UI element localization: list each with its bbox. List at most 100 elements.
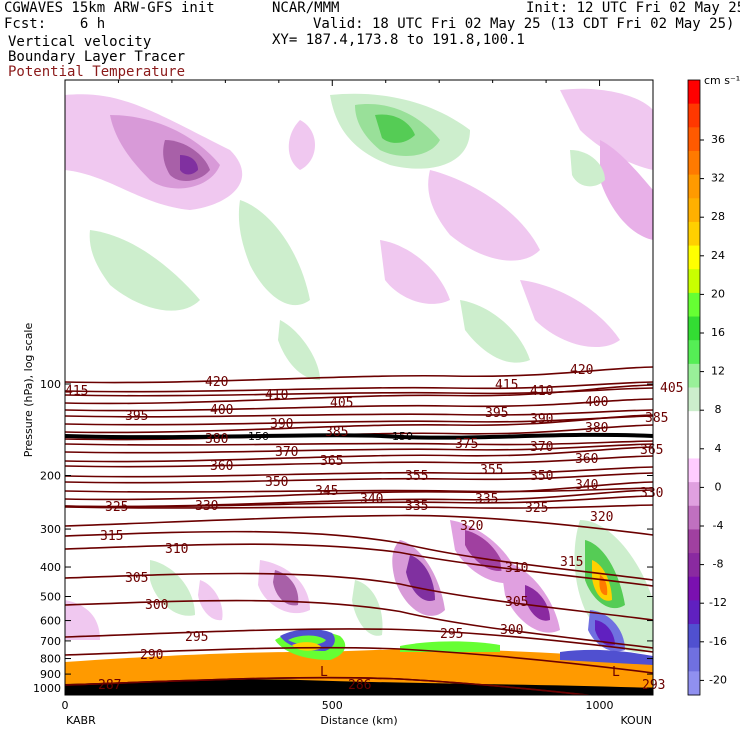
theta-contour-360 xyxy=(65,455,653,468)
theta-label-415: 415 xyxy=(65,384,88,399)
colorbar-tick-label: -16 xyxy=(709,635,727,648)
theta-contour-325 xyxy=(65,504,653,509)
theta-label-315: 315 xyxy=(560,555,583,570)
x-axis: 0 500 1000 xyxy=(62,80,614,712)
colorbar-swatch xyxy=(688,150,700,176)
theta-label-325: 325 xyxy=(105,500,128,515)
theta-contour-295 xyxy=(65,628,653,653)
theta-contour-290 xyxy=(65,646,653,674)
colorbar-frame xyxy=(687,79,701,696)
colorbar-tick-label: 16 xyxy=(711,326,725,339)
potential-temperature-contours xyxy=(65,366,653,695)
theta-label-315: 315 xyxy=(100,529,123,544)
institution: NCAR/MMM xyxy=(272,0,340,16)
y-tick-label: 400 xyxy=(40,561,61,574)
x-tick-label: 0 xyxy=(62,699,69,712)
forecast-hour: Fcst: 6 h xyxy=(4,16,106,32)
y-axis-label: Pressure (hPa), log scale xyxy=(22,323,35,458)
colorbar-swatch xyxy=(688,505,700,530)
theta-label-410: 410 xyxy=(265,388,288,403)
theta-label-295: 295 xyxy=(440,627,463,642)
colorbar: 36 32 28 24 20 16 12 8 4 0 -4 -8 -12 -16 -20 xyxy=(687,79,727,696)
colorbar-swatch xyxy=(688,198,700,223)
colorbar-swatch xyxy=(688,174,700,199)
theta-label-300: 300 xyxy=(145,598,168,613)
colorbar-swatch xyxy=(688,316,700,341)
theta-label-400: 400 xyxy=(585,395,608,410)
colorbar-swatch xyxy=(688,363,700,388)
x-tick-label: 1000 xyxy=(586,699,614,712)
theta-contour-415 xyxy=(65,381,653,393)
theta-contour-395 xyxy=(65,409,653,418)
tropopause-label-1: 150 xyxy=(392,430,413,443)
theta-contour-293 xyxy=(65,676,594,695)
theta-contour-315 xyxy=(65,530,653,581)
y-tick-label: 1000 xyxy=(33,682,61,695)
x-axis-label: Distance (km) xyxy=(320,714,397,727)
theta-label-320: 320 xyxy=(460,519,483,534)
theta-contour-405 xyxy=(65,384,653,405)
theta-label-415: 415 xyxy=(495,378,518,393)
theta-contour-320 xyxy=(65,514,653,536)
colorbar-swatch xyxy=(688,553,700,578)
y-tick-label: 500 xyxy=(40,590,61,603)
y-tick-label: 700 xyxy=(40,635,61,648)
theta-label-395: 395 xyxy=(125,409,148,424)
theta-contour-330 xyxy=(65,489,653,508)
theta-label-310: 310 xyxy=(505,561,528,576)
theta-label-365: 365 xyxy=(320,454,343,469)
colorbar-tick-label: 32 xyxy=(711,172,725,185)
low-marker-2: L xyxy=(612,665,620,680)
colorbar-swatch xyxy=(688,292,700,318)
model-title: CGWAVES 15km ARW-GFS init xyxy=(4,0,215,16)
theta-label-310: 310 xyxy=(165,542,188,557)
colorbar-swatch xyxy=(688,576,700,601)
theta-label-325: 325 xyxy=(525,501,548,516)
theta-label-335: 335 xyxy=(475,492,498,507)
theta-label-400: 400 xyxy=(210,403,233,418)
theta-label-355: 355 xyxy=(480,463,503,478)
y-tick-label: 300 xyxy=(40,523,61,536)
cross-section-coords: XY= 187.4,173.8 to 191.8,100.1 xyxy=(272,32,525,48)
theta-label-295: 295 xyxy=(185,630,208,645)
theta-label-390: 390 xyxy=(530,412,553,427)
theta-label-370: 370 xyxy=(530,440,553,455)
theta-contour-365 xyxy=(65,446,653,463)
theta-contour-335 xyxy=(65,495,653,508)
theta-label-350: 350 xyxy=(530,469,553,484)
tropopause-line xyxy=(64,432,654,440)
theta-label-375: 375 xyxy=(455,437,478,452)
theta-label-405: 405 xyxy=(660,381,683,396)
theta-label-420: 420 xyxy=(570,363,593,378)
y-tick-label: 100 xyxy=(40,378,61,391)
theta-label-385: 385 xyxy=(645,411,668,426)
theta-contour-310 xyxy=(65,543,653,587)
theta-label-287: 287 xyxy=(98,678,121,693)
colorbar-swatch xyxy=(688,80,700,105)
colorbar-swatch xyxy=(688,269,700,294)
colorbar-swatch xyxy=(688,529,700,554)
colorbar-tick-label: 24 xyxy=(711,249,725,262)
theta-label-286: 286 xyxy=(348,678,371,693)
theta-label-390: 390 xyxy=(270,417,293,432)
theta-label-290: 290 xyxy=(140,648,163,663)
colorbar-tick-label: 8 xyxy=(715,403,722,416)
colorbar-swatch xyxy=(688,647,700,672)
theta-label-380: 380 xyxy=(205,432,228,447)
theta-label-345: 345 xyxy=(315,484,338,499)
colorbar-tick-label: -4 xyxy=(713,519,724,532)
colorbar-tick-label: 36 xyxy=(711,133,725,146)
theta-contour-305 xyxy=(65,572,653,621)
theta-label-360: 360 xyxy=(575,452,598,467)
low-marker-1: L xyxy=(320,665,328,680)
colorbar-tick-label: -20 xyxy=(709,673,727,686)
theta-label-405: 405 xyxy=(330,396,353,411)
theta-label-293: 293 xyxy=(642,678,665,693)
colorbar-swatch xyxy=(688,458,700,483)
plot-frame xyxy=(64,79,654,696)
colorbar-swatch xyxy=(688,387,700,412)
colorbar-tick-label: 4 xyxy=(715,442,722,455)
theta-label-330: 330 xyxy=(640,486,663,501)
y-tick-label: 200 xyxy=(40,470,61,483)
